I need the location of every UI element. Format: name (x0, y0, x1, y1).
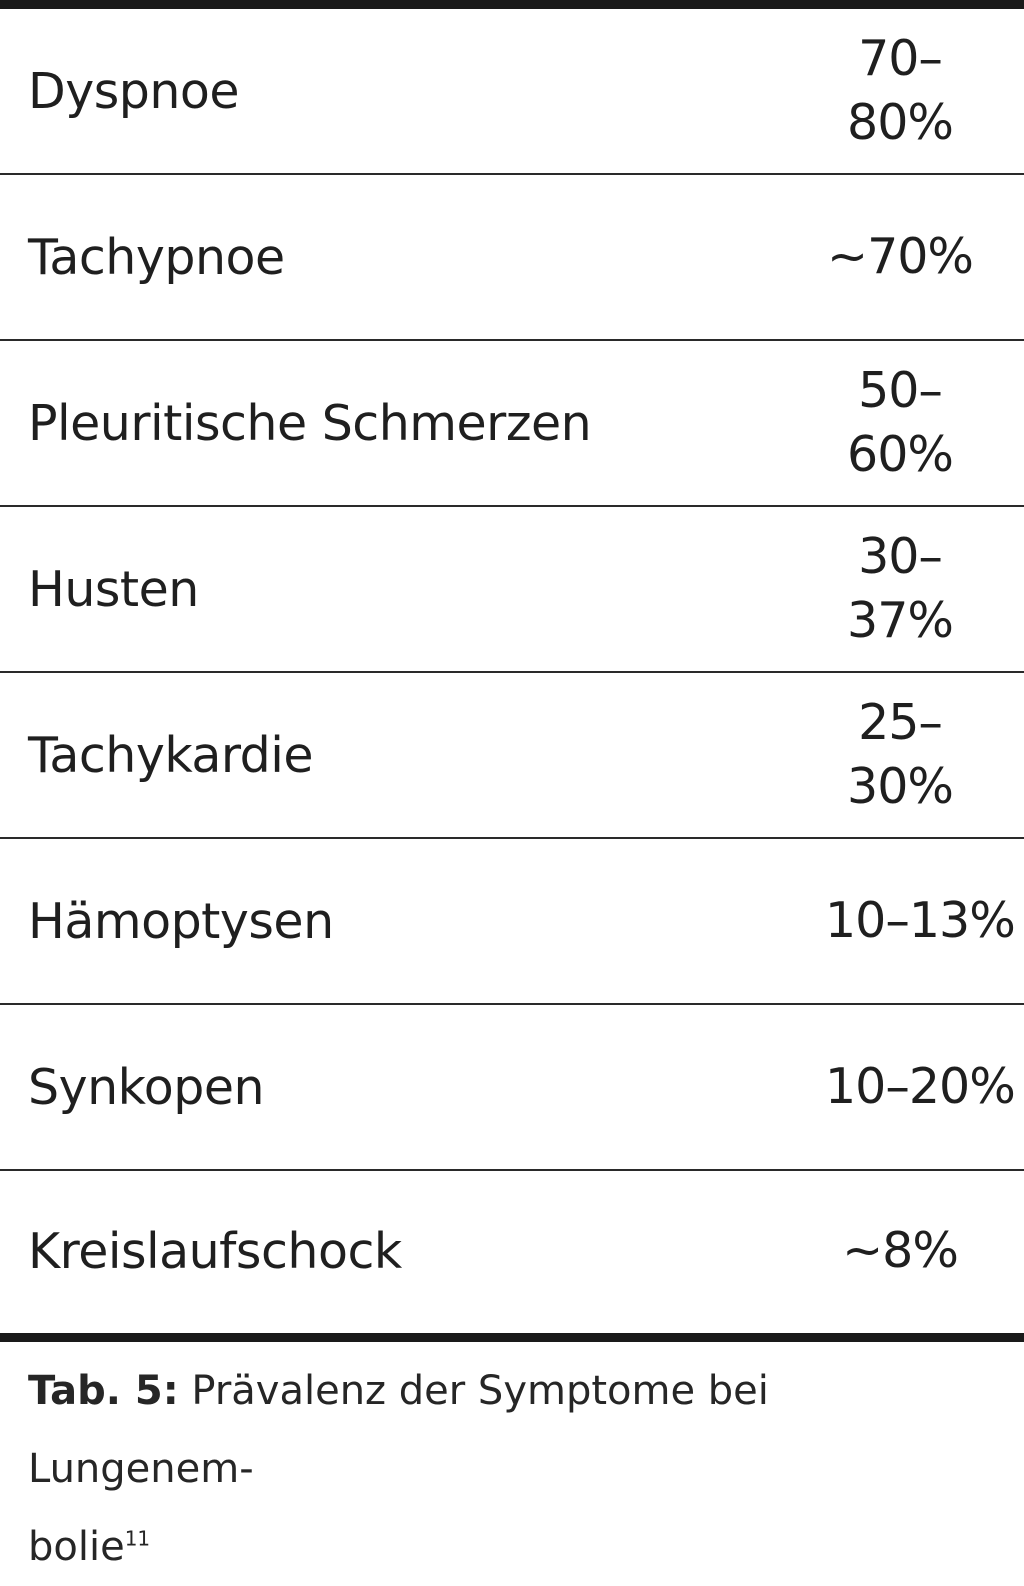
table-row: Dyspnoe 70– 80% (0, 9, 1024, 175)
prevalence-line-1: ~8% (842, 1222, 959, 1279)
table-bottom-rule (0, 1333, 1024, 1342)
symptom-label: Hämoptysen (28, 892, 334, 950)
table-row: Pleuritische Schmerzen 50– 60% (0, 341, 1024, 507)
symptom-label: Pleuritische Schmerzen (28, 394, 592, 452)
table-row: Synkopen 10–20% (0, 1005, 1024, 1171)
prevalence-line-1: 25– (858, 694, 943, 751)
caption-text-part1: Prävalenz der Symptome bei Lungenem- (28, 1368, 769, 1492)
table-row: Kreislaufschock ~8% (0, 1171, 1024, 1331)
caption-text-part2: bolie (28, 1524, 125, 1570)
prevalence-line-2: 37% (847, 592, 954, 649)
prevalence-value: 25– 30% (790, 673, 1010, 837)
table-row: Tachypnoe ~70% (0, 175, 1024, 341)
prevalence-value: 30– 37% (790, 507, 1010, 671)
caption-label: Tab. 5: (28, 1368, 179, 1414)
prevalence-value: 70– 80% (790, 9, 1010, 173)
symptom-label: Tachykardie (28, 726, 314, 784)
prevalence-line-2: 80% (847, 94, 954, 151)
prevalence-value: ~8% (790, 1171, 1010, 1331)
prevalence-line-1: 30– (858, 528, 943, 585)
prevalence-value: ~70% (790, 175, 1010, 339)
symptom-label: Husten (28, 560, 199, 618)
prevalence-value: 10–13% (790, 839, 1016, 1003)
caption-reference: 11 (124, 1526, 151, 1551)
prevalence-value: 50– 60% (790, 341, 1010, 505)
prevalence-line-1: 10–20% (825, 1058, 1016, 1115)
symptom-label: Dyspnoe (28, 62, 240, 120)
prevalence-line-1: 50– (858, 362, 943, 419)
symptom-label: Tachypnoe (28, 228, 285, 286)
prevalence-line-1: 10–13% (825, 892, 1016, 949)
symptom-label: Synkopen (28, 1058, 265, 1116)
table-caption: Tab. 5: Prävalenz der Symptome bei Lunge… (28, 1352, 988, 1586)
symptom-label: Kreislaufschock (28, 1222, 402, 1280)
prevalence-line-2: 30% (847, 758, 954, 815)
prevalence-value: 10–20% (790, 1005, 1016, 1169)
symptom-prevalence-table: Dyspnoe 70– 80% Tachypnoe ~70% Pleuritis… (0, 9, 1024, 1331)
table-row: Hämoptysen 10–13% (0, 839, 1024, 1005)
prevalence-line-2: 60% (847, 426, 954, 483)
prevalence-line-1: 70– (858, 30, 943, 87)
table-row: Husten 30– 37% (0, 507, 1024, 673)
prevalence-line-1: ~70% (827, 228, 974, 285)
table-top-rule (0, 0, 1024, 9)
table-row: Tachykardie 25– 30% (0, 673, 1024, 839)
